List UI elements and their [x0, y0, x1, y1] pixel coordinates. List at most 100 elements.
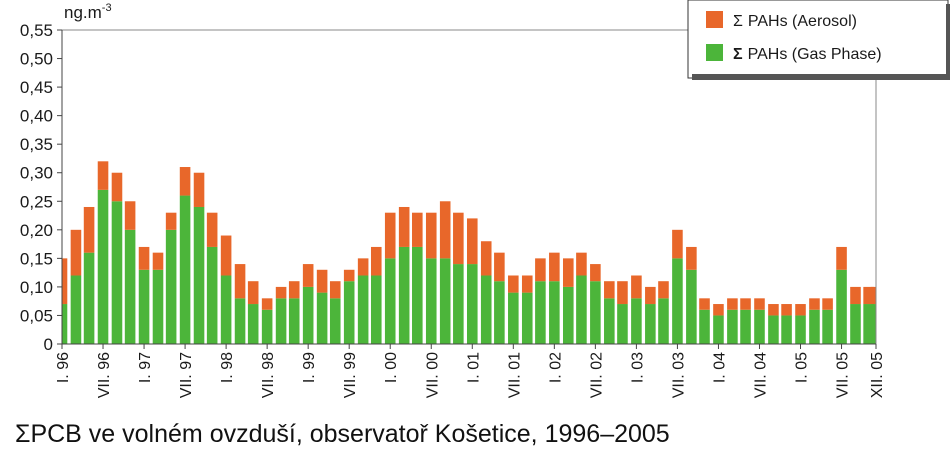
x-tick-label: VII. 05	[835, 352, 852, 398]
bar-aerosol	[439, 201, 451, 259]
bar-gas-phase	[193, 206, 205, 344]
bar-gas-phase	[97, 189, 109, 344]
x-tick-label: VII. 00	[424, 352, 441, 398]
bar-gas-phase	[70, 275, 82, 344]
x-tick-label: VII. 02	[588, 352, 605, 398]
y-tick-label: 0,20	[20, 221, 53, 240]
legend-text-gas-phase: PAHs (Gas Phase)	[748, 46, 882, 63]
bar-aerosol	[822, 298, 833, 310]
bar-gas-phase	[124, 229, 136, 344]
bar-aerosol	[453, 212, 464, 265]
bar-gas-phase	[617, 304, 628, 344]
bar-aerosol	[740, 298, 751, 310]
bar-aerosol	[480, 241, 492, 276]
bar-gas-phase	[631, 298, 642, 344]
bar-aerosol	[686, 246, 697, 270]
y-tick-label: 0,30	[20, 164, 53, 183]
bar-gas-phase	[398, 246, 410, 344]
legend-label-gas-phase: Σ PAHs (Gas Phase)	[733, 46, 882, 63]
y-tick-label: 0,40	[20, 107, 53, 126]
legend-shadow-side	[946, 4, 950, 78]
bar-gas-phase	[809, 309, 820, 344]
x-tick-label: VII. 96	[96, 352, 113, 398]
x-tick-label: I. 99	[301, 352, 318, 383]
bar-aerosol	[713, 304, 724, 316]
bar-aerosol	[206, 212, 218, 247]
legend-sigma-aerosol: Σ	[733, 13, 743, 30]
legend-shadow	[692, 74, 950, 80]
bar-aerosol	[768, 304, 779, 316]
bar-aerosol	[521, 275, 533, 293]
bar-aerosol	[494, 252, 505, 282]
bar-gas-phase	[508, 292, 519, 344]
bar-gas-phase	[165, 229, 177, 344]
legend-sigma-gas-phase: Σ	[733, 46, 743, 63]
bar-aerosol	[220, 235, 232, 276]
bar-aerosol	[590, 264, 601, 282]
bar-gas-phase	[179, 195, 191, 344]
bar-gas-phase	[672, 258, 683, 344]
bar-gas-phase	[480, 275, 492, 344]
bar-gas-phase	[425, 258, 437, 344]
bar-gas-phase	[576, 275, 587, 344]
bar-gas-phase	[768, 315, 779, 344]
bar-aerosol	[83, 206, 95, 253]
bar-aerosol	[754, 298, 765, 310]
bar-gas-phase	[658, 298, 669, 344]
bar-aerosol	[357, 258, 369, 276]
bar-gas-phase	[645, 304, 656, 344]
bar-gas-phase	[412, 246, 423, 344]
bar-aerosol	[863, 286, 874, 305]
legend: Σ PAHs (Aerosol) Σ PAHs (Gas Phase)	[687, 0, 950, 80]
bar-gas-phase	[466, 264, 478, 344]
bar-gas-phase	[836, 269, 847, 344]
bar-aerosol	[466, 218, 478, 265]
bar-aerosol	[234, 264, 246, 299]
chart-caption: ΣPCB ve volném ovzduší, observatoř Košet…	[15, 420, 670, 448]
bar-aerosol	[165, 212, 177, 230]
bar-gas-phase	[781, 315, 792, 344]
bar-aerosol	[152, 252, 164, 270]
legend-box	[687, 0, 949, 79]
bar-aerosol	[631, 275, 642, 299]
bar-aerosol	[645, 286, 656, 305]
bar-gas-phase	[302, 286, 314, 344]
x-tick-label: I. 96	[55, 352, 72, 383]
bar-aerosol	[124, 201, 136, 230]
bar-gas-phase	[138, 269, 150, 344]
bar-aerosol	[384, 212, 396, 259]
bar-aerosol	[70, 229, 82, 276]
x-tick-label: VII. 99	[342, 352, 359, 398]
y-tick-label: 0,50	[20, 50, 53, 69]
bar-gas-phase	[590, 281, 601, 344]
x-tick-label: I. 03	[629, 352, 646, 383]
x-tick-label: VII. 03	[670, 352, 687, 398]
y-axis-ticks: 0 0,05 0,10 0,15 0,20 0,25 0,30 0,35 0,40 0,45 0,5…	[20, 21, 62, 354]
bar-gas-phase	[562, 286, 574, 344]
bar-gas-phase	[822, 309, 833, 344]
bar-gas-phase	[439, 258, 451, 344]
bar-gas-phase	[329, 298, 341, 344]
x-tick-label: VII. 04	[752, 352, 769, 398]
bar-gas-phase	[850, 304, 861, 344]
bar-gas-phase	[288, 298, 300, 344]
bar-gas-phase	[247, 304, 259, 344]
bar-gas-phase	[316, 292, 328, 344]
bar-aerosol	[329, 281, 341, 299]
x-tick-label: I. 05	[794, 352, 811, 383]
bar-gas-phase	[604, 298, 615, 344]
bar-gas-phase	[83, 252, 95, 344]
bar-aerosol	[412, 212, 423, 247]
bar-gas-phase	[357, 275, 369, 344]
bar-aerosol	[247, 281, 259, 305]
x-tick-label: I. 01	[465, 352, 482, 383]
bar-aerosol	[727, 298, 738, 310]
bar-aerosol	[549, 252, 560, 282]
y-tick-label: 0,25	[20, 192, 53, 211]
bar-gas-phase	[713, 315, 724, 344]
bar-gas-phase	[453, 264, 464, 344]
bars-layer	[62, 161, 876, 344]
bar-gas-phase	[521, 292, 533, 344]
x-tick-label: VII. 01	[506, 352, 523, 398]
